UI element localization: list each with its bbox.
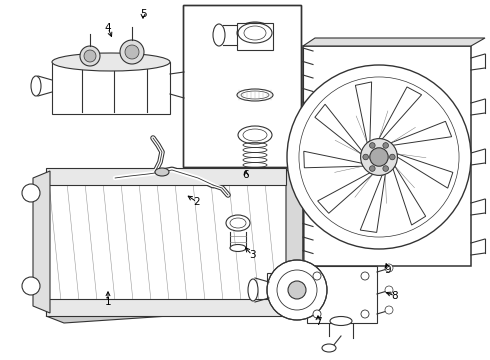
Circle shape (80, 46, 100, 66)
Text: 1: 1 (105, 297, 111, 307)
Circle shape (361, 272, 369, 280)
Circle shape (22, 277, 40, 295)
Circle shape (383, 166, 389, 171)
Text: 8: 8 (392, 291, 398, 301)
Text: 2: 2 (194, 197, 200, 207)
Circle shape (385, 306, 393, 314)
Polygon shape (303, 46, 471, 266)
Ellipse shape (52, 53, 170, 71)
Ellipse shape (237, 89, 273, 101)
Polygon shape (307, 266, 377, 323)
Circle shape (313, 310, 321, 318)
Text: 6: 6 (243, 170, 249, 180)
Circle shape (120, 40, 144, 64)
Circle shape (385, 264, 393, 272)
Text: 7: 7 (315, 317, 321, 327)
Circle shape (390, 154, 395, 160)
Polygon shape (46, 168, 286, 185)
Circle shape (361, 310, 369, 318)
Circle shape (369, 166, 375, 171)
Polygon shape (286, 165, 304, 313)
Polygon shape (52, 62, 170, 114)
Polygon shape (46, 299, 286, 316)
Circle shape (313, 272, 321, 280)
Ellipse shape (237, 22, 273, 44)
Ellipse shape (238, 126, 272, 144)
Ellipse shape (31, 76, 41, 96)
Polygon shape (46, 171, 286, 313)
Circle shape (385, 286, 393, 294)
Circle shape (363, 154, 368, 160)
Ellipse shape (248, 279, 258, 301)
Circle shape (383, 143, 389, 148)
Ellipse shape (322, 344, 336, 352)
Circle shape (287, 65, 471, 249)
Circle shape (125, 45, 139, 59)
Ellipse shape (155, 168, 169, 176)
Ellipse shape (226, 215, 250, 231)
Circle shape (369, 143, 375, 148)
Polygon shape (303, 38, 485, 46)
Polygon shape (46, 307, 304, 323)
Text: 3: 3 (249, 250, 255, 260)
Text: 9: 9 (385, 265, 392, 275)
Text: 5: 5 (140, 9, 147, 19)
Circle shape (288, 281, 306, 299)
Polygon shape (267, 273, 307, 310)
Circle shape (267, 260, 327, 320)
Polygon shape (33, 171, 50, 313)
Text: 4: 4 (105, 23, 111, 33)
Bar (183, 5, 301, 167)
Polygon shape (237, 23, 273, 50)
Ellipse shape (230, 244, 246, 252)
Circle shape (370, 148, 388, 166)
Ellipse shape (330, 316, 352, 325)
Bar (183, 5, 301, 167)
Circle shape (361, 139, 397, 175)
Circle shape (22, 184, 40, 202)
Ellipse shape (213, 24, 225, 46)
Circle shape (84, 50, 96, 62)
